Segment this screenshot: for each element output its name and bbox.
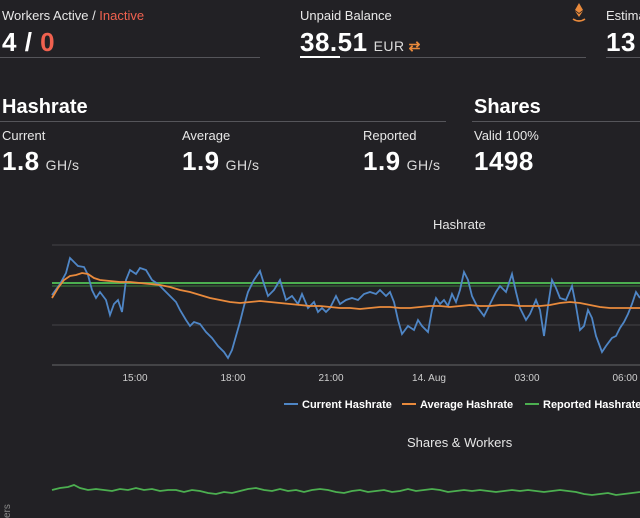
workers-label: Workers Active / Inactive <box>2 8 144 23</box>
hashrate-chart-title: Hashrate <box>433 217 486 232</box>
unpaid-balance-value: 38.51 EUR ⇄ <box>300 27 421 58</box>
current-hashrate-number: 1.8 <box>2 146 40 176</box>
average-hashrate-value: 1.9 GH/s <box>182 146 260 177</box>
reported-hashrate-label: Reported <box>363 128 417 143</box>
legend-current-label: Current Hashrate <box>302 399 392 411</box>
legend-item-reported[interactable]: Reported Hashrate <box>525 399 640 411</box>
shares-section-title: Shares <box>474 96 541 118</box>
workers-count-separator: / <box>16 27 41 57</box>
ethereum-hand-icon <box>571 2 587 24</box>
legend-reported-label: Reported Hashrate <box>543 399 640 411</box>
average-hashrate-unit: GH/s <box>225 157 260 173</box>
shares-chart-title: Shares & Workers <box>407 435 513 450</box>
currency-swap-icon[interactable]: ⇄ <box>408 38 421 54</box>
average-hashrate-number: 1.9 <box>182 146 220 176</box>
legend-average-label: Average Hashrate <box>420 399 513 411</box>
valid-shares-value: 1498 <box>474 146 534 176</box>
average-hashrate-label: Average <box>182 128 231 143</box>
unpaid-balance-label: Unpaid Balance <box>300 8 392 23</box>
current-hashrate-value: 1.8 GH/s <box>2 146 80 177</box>
workers-inactive-count: 0 <box>40 27 56 57</box>
legend-item-average[interactable]: Average Hashrate <box>402 399 513 411</box>
shares-line <box>51 484 640 496</box>
valid-shares-label: Valid 100% <box>474 128 539 143</box>
workers-inactive-label: Inactive <box>99 8 145 23</box>
shares-axis-label: ers <box>2 504 13 518</box>
workers-active-label: Workers Active <box>2 8 89 23</box>
x-tick-label: 15:00 <box>122 373 147 384</box>
hashrate-section-title: Hashrate <box>2 96 88 118</box>
x-tick-label: 06:00 <box>612 373 637 384</box>
x-tick-label: 14. Aug <box>412 373 446 384</box>
current-hashrate-unit: GH/s <box>45 157 80 173</box>
estimated-value: 13 <box>606 27 636 57</box>
workers-count: 4 / 0 <box>2 27 55 58</box>
x-tick-label: 03:00 <box>514 373 539 384</box>
workers-label-separator: / <box>88 8 100 23</box>
unpaid-active-underline <box>300 56 340 58</box>
x-tick-label: 18:00 <box>220 373 245 384</box>
average-hashrate-line <box>51 272 640 310</box>
current-hashrate-label: Current <box>2 128 46 143</box>
hashrate-chart: 15:00 18:00 21:00 14. Aug 03:00 06:00 Cu… <box>51 244 640 411</box>
estimated-divider <box>606 57 640 58</box>
hashrate-section-divider <box>0 121 446 122</box>
reported-hashrate-unit: GH/s <box>406 157 441 173</box>
legend-item-current[interactable]: Current Hashrate <box>284 399 392 411</box>
workers-divider <box>0 57 260 58</box>
current-hashrate-line <box>51 256 640 360</box>
unpaid-currency: EUR <box>373 38 405 54</box>
unpaid-amount: 38.51 <box>300 27 368 57</box>
workers-active-count: 4 <box>2 27 17 57</box>
reported-hashrate-value: 1.9 GH/s <box>363 146 441 177</box>
unpaid-divider <box>300 57 586 58</box>
x-tick-label: 21:00 <box>318 373 343 384</box>
reported-hashrate-number: 1.9 <box>363 146 401 176</box>
estimated-label: Estima <box>606 8 640 23</box>
shares-section-divider <box>472 121 640 122</box>
shares-workers-chart: ers <box>2 484 640 518</box>
